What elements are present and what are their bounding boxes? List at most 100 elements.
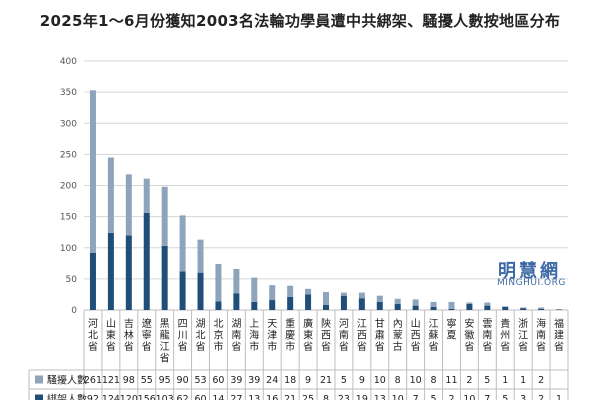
data-label: 95 [159, 375, 171, 386]
data-label: 103 [156, 394, 174, 400]
x-tick-label: 上海市 [249, 318, 259, 353]
x-tick-label: 安徽省 [464, 317, 474, 353]
bar-kidnapped [215, 301, 222, 310]
data-label: 2 [466, 375, 472, 386]
data-label: 39 [248, 375, 260, 386]
bar-harassed [89, 90, 96, 253]
x-tick-label: 福建省 [554, 317, 564, 353]
bar-harassed [448, 301, 455, 309]
x-tick-label: 四川省 [178, 319, 188, 353]
bar-harassed [538, 307, 545, 309]
data-label: 121 [102, 375, 120, 386]
bar-kidnapped [502, 306, 509, 310]
bar-harassed [179, 215, 186, 272]
x-tick-label: 貴州省 [500, 317, 510, 353]
watermark-url: MINGHUI.ORG [497, 278, 566, 288]
bar-harassed [305, 288, 312, 295]
bar-kidnapped [107, 232, 114, 310]
x-tick-label: 寧夏 [446, 317, 456, 342]
data-label: 2 [448, 394, 454, 400]
data-label: 5 [341, 375, 347, 386]
bar-harassed [107, 157, 114, 233]
bar-kidnapped [305, 294, 312, 310]
chart-title: 2025年1～6月份獲知2003名法輪功學員遭中共綁架、騷擾人數按地區分布 [39, 12, 561, 30]
bar-harassed [502, 306, 509, 307]
y-tick-label: 300 [60, 119, 77, 129]
data-label: 10 [463, 394, 475, 400]
bar-harassed [340, 292, 347, 296]
data-label: 2 [538, 375, 544, 386]
y-tick-label: 100 [60, 244, 77, 254]
data-label: 5 [502, 394, 508, 400]
y-tick-label: 350 [60, 88, 77, 98]
data-label: 120 [120, 394, 138, 400]
bar-harassed [215, 263, 222, 302]
y-tick-label: 250 [60, 150, 77, 160]
bar-kidnapped [394, 303, 401, 310]
bar-harassed [484, 302, 491, 306]
y-tick-label: 0 [71, 306, 77, 316]
data-label: 8 [395, 375, 401, 386]
data-label: 90 [177, 375, 189, 386]
x-tick-label: 吉林省 [124, 318, 134, 353]
legend-label: 綁架人數 [47, 393, 87, 400]
data-label: 9 [305, 375, 311, 386]
data-label: 16 [266, 394, 278, 400]
bar-harassed [251, 277, 258, 302]
bar-harassed [430, 301, 437, 307]
x-tick-label: 海南省 [536, 317, 546, 353]
y-tick-label: 200 [60, 182, 77, 192]
data-label: 10 [392, 394, 404, 400]
bar-kidnapped [269, 300, 276, 310]
bar-kidnapped [89, 252, 96, 310]
bar-kidnapped [484, 305, 491, 310]
bar-harassed [197, 239, 204, 273]
y-tick-label: 50 [66, 275, 78, 285]
data-label: 18 [284, 375, 296, 386]
x-tick-label: 黑龍江省 [160, 318, 170, 365]
bar-harassed [233, 268, 240, 294]
bar-harassed [125, 174, 132, 236]
bar-kidnapped [520, 308, 527, 310]
data-label: 39 [230, 375, 242, 386]
data-label: 3 [520, 394, 526, 400]
x-tick-label: 湖北省 [196, 318, 206, 353]
data-label: 124 [102, 394, 120, 400]
legend-swatch [35, 394, 43, 400]
x-tick-label: 江西省 [357, 318, 367, 353]
bar-kidnapped [358, 298, 365, 310]
bar-harassed [412, 299, 419, 306]
data-label: 5 [484, 375, 490, 386]
data-label: 8 [431, 375, 437, 386]
data-label: 27 [230, 394, 242, 400]
data-label: 261 [84, 375, 102, 386]
data-label: 1 [556, 394, 562, 400]
data-label: 7 [484, 394, 490, 400]
data-label: 5 [431, 394, 437, 400]
data-label: 10 [410, 375, 422, 386]
bar-kidnapped [376, 301, 383, 310]
x-tick-label: 遼寧省 [142, 317, 152, 353]
data-label: 60 [212, 375, 224, 386]
x-tick-label: 內蒙古 [393, 318, 403, 353]
bar-kidnapped [179, 271, 186, 310]
bar-kidnapped [287, 296, 294, 310]
data-label: 24 [266, 375, 278, 386]
data-label: 14 [212, 394, 224, 400]
bar-harassed [394, 298, 401, 304]
data-label: 1 [502, 375, 508, 386]
data-label: 55 [141, 375, 153, 386]
bar-harassed [466, 302, 473, 304]
bar-harassed [161, 186, 168, 246]
bar-kidnapped [143, 212, 150, 310]
bar-kidnapped [412, 305, 419, 310]
data-label: 11 [445, 375, 457, 386]
data-label: 23 [338, 394, 350, 400]
data-label: 21 [284, 394, 296, 400]
x-tick-label: 河南省 [339, 318, 349, 353]
bar-kidnapped [430, 306, 437, 310]
bar-harassed [520, 307, 527, 309]
bar-harassed [376, 295, 383, 302]
data-label: 62 [177, 394, 189, 400]
